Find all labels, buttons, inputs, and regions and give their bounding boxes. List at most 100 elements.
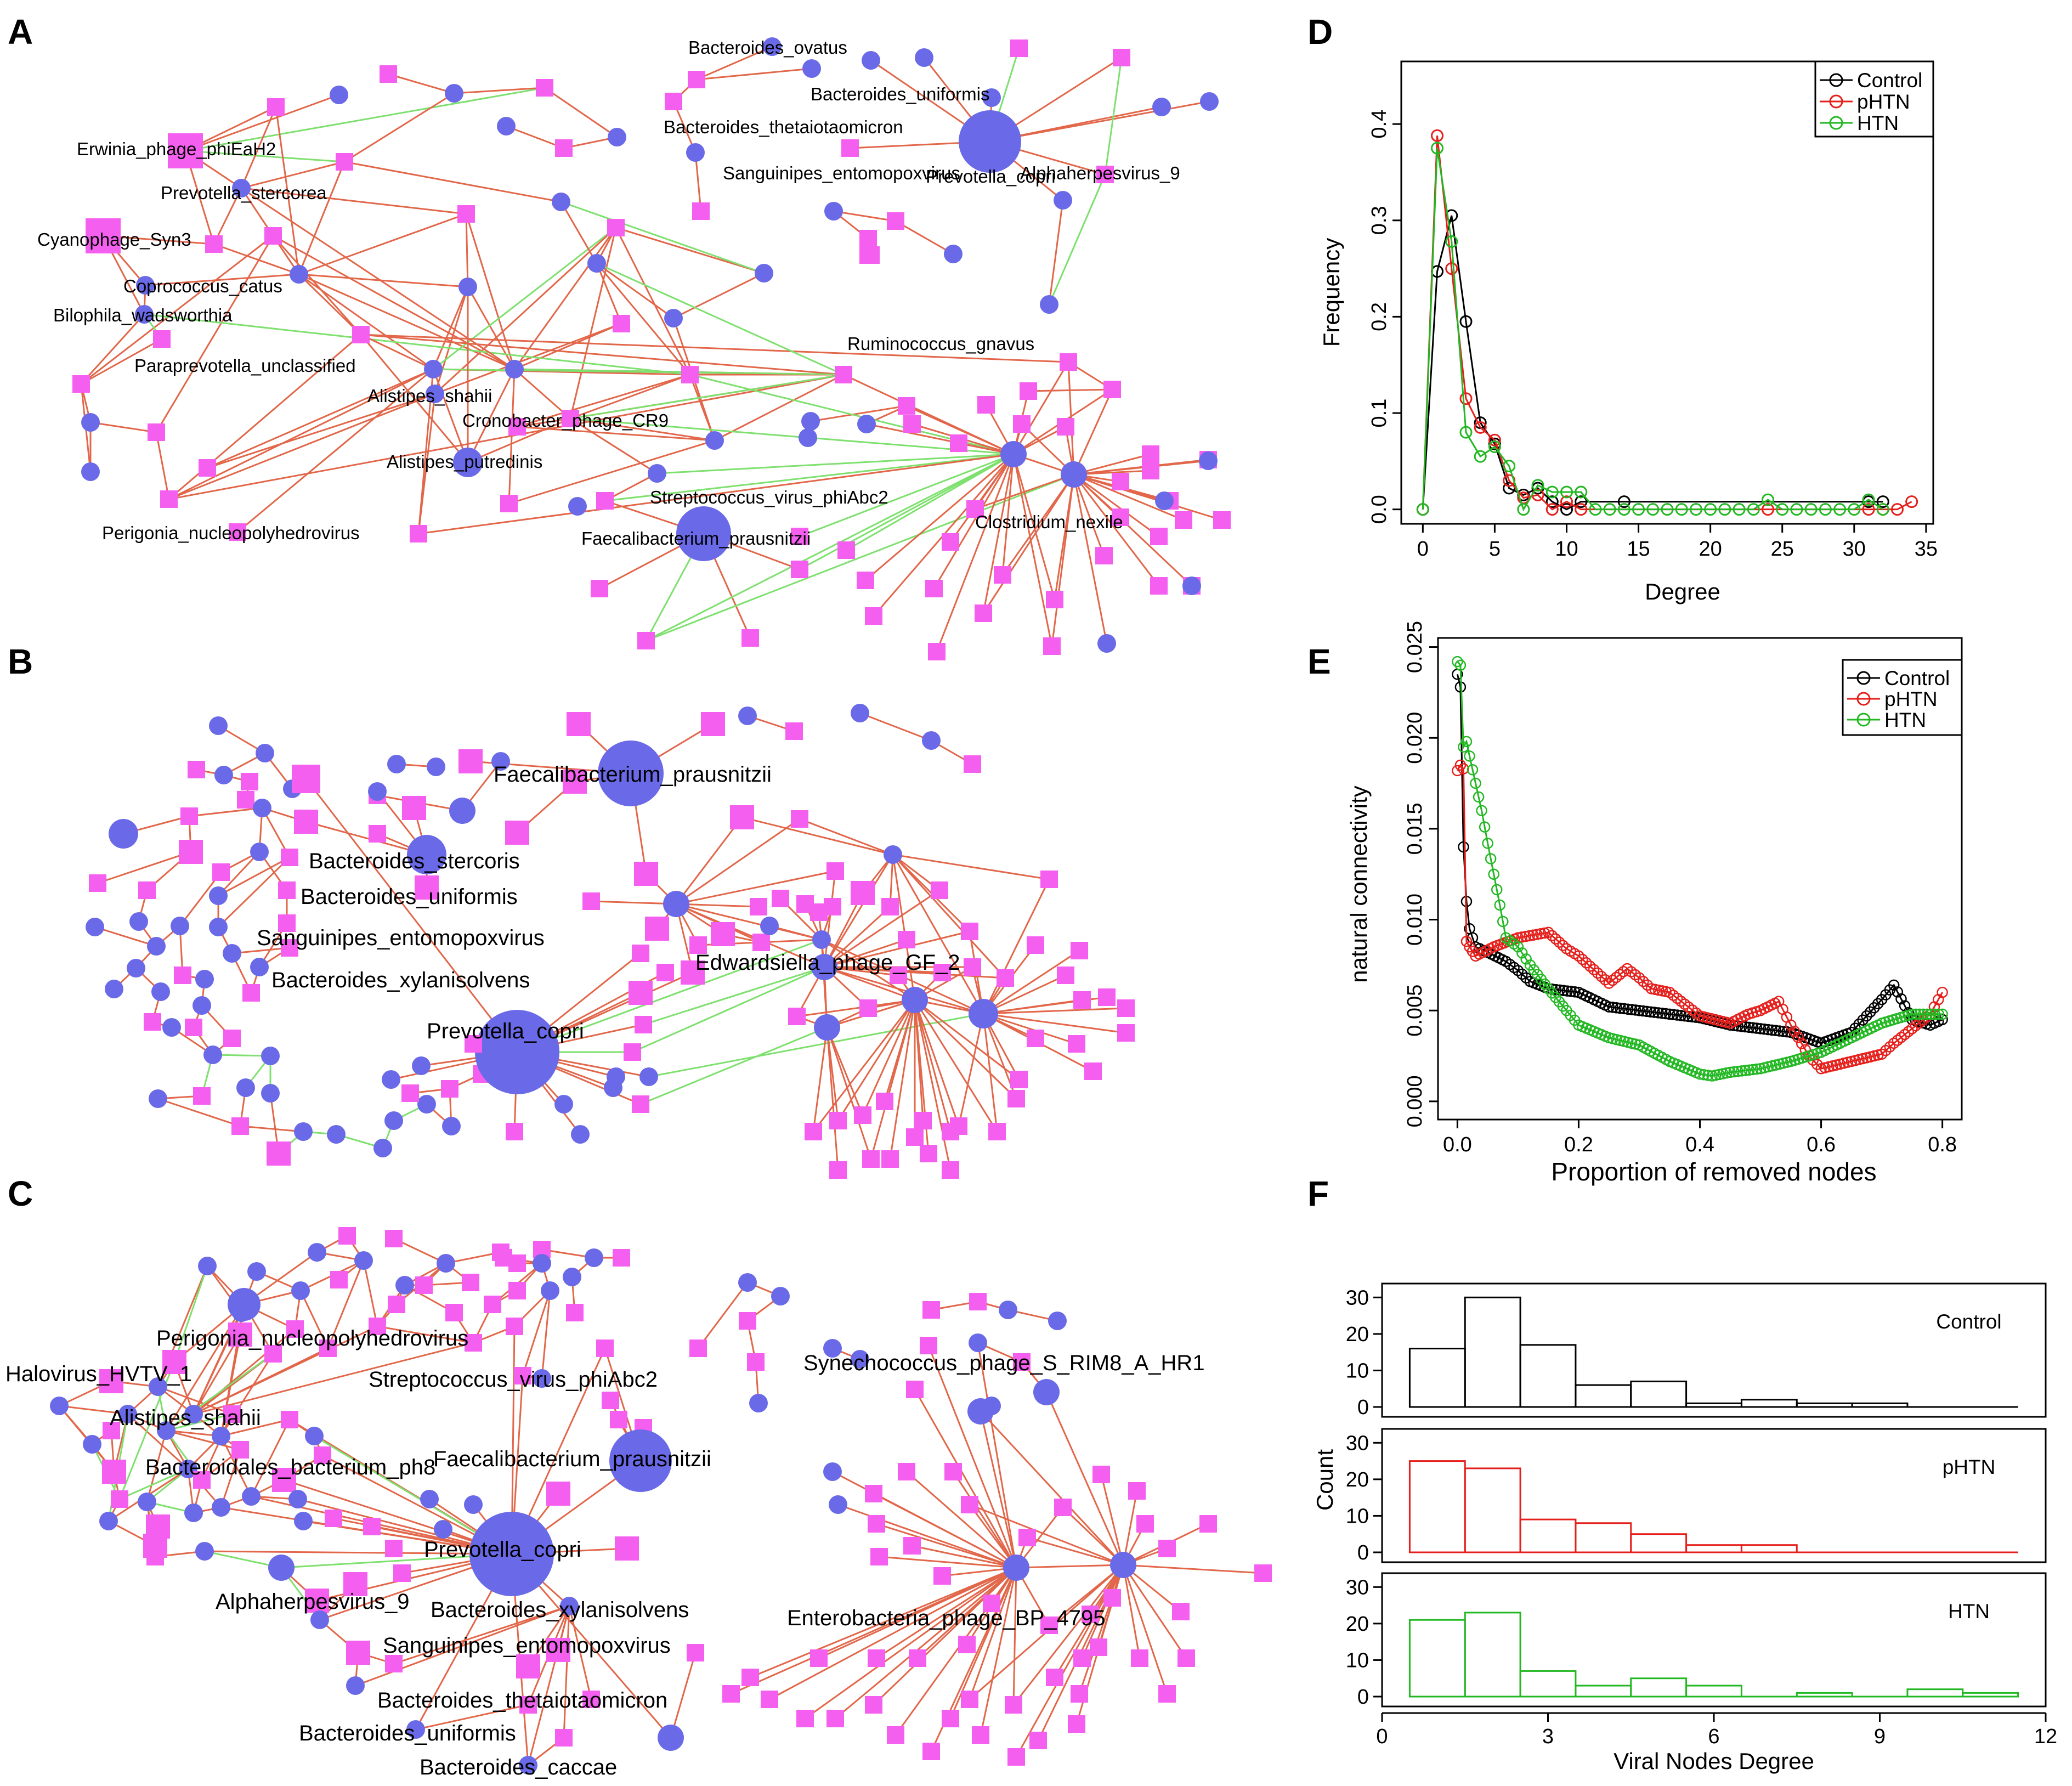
- bacteria-node: [1003, 1555, 1029, 1581]
- y-tick-label: 10: [1346, 1359, 1369, 1382]
- positive-edge: [879, 1556, 1017, 1569]
- node-label: Cronobacter_phage_CR9: [462, 410, 669, 431]
- virus-node: [829, 1161, 847, 1179]
- node-label: Paraprevotella_unclassified: [134, 355, 356, 376]
- virus-node: [305, 1589, 329, 1613]
- data-point: [1762, 493, 1775, 506]
- positive-edge: [168, 368, 434, 500]
- panel-letter-d: D: [1307, 12, 1333, 52]
- positive-edge: [983, 1007, 1126, 1015]
- node-label: Sanguinipes_entomopoxvirus: [257, 926, 545, 950]
- positive-edge: [675, 817, 743, 905]
- x-tick-label: 35: [1915, 538, 1938, 561]
- bacteria-node: [862, 51, 880, 70]
- x-axis-title: Proportion of removed nodes: [1551, 1157, 1876, 1186]
- virus-node: [385, 1230, 403, 1247]
- x-tick-label: 10: [1555, 538, 1578, 561]
- virus-node: [824, 898, 841, 915]
- data-point: [1694, 1068, 1706, 1080]
- virus-node: [241, 773, 258, 790]
- positive-edge: [892, 854, 1050, 880]
- virus-node: [385, 1540, 403, 1557]
- data-point: [1667, 1009, 1679, 1020]
- positive-edge: [80, 313, 145, 385]
- bacteria-node: [1040, 295, 1058, 314]
- bacteria-node: [247, 1262, 266, 1281]
- virus-node: [346, 1641, 370, 1665]
- node-label: Alphaherpesvirus_9: [1020, 163, 1180, 183]
- positive-edge: [168, 374, 844, 500]
- positive-edge: [217, 851, 261, 897]
- bacteria-node: [664, 309, 683, 327]
- positive-edge: [914, 1389, 1017, 1568]
- virus-node: [741, 1669, 759, 1686]
- positive-edge: [563, 1606, 570, 1738]
- y-tick-label: 0.4: [1368, 110, 1391, 139]
- data-point: [1546, 930, 1558, 941]
- data-point: [1539, 927, 1550, 939]
- histogram-bar: [1796, 1692, 1853, 1698]
- positive-edge: [432, 286, 469, 370]
- virus-node: [933, 964, 951, 981]
- data-point: [1869, 1002, 1880, 1014]
- data-point: [1740, 1021, 1751, 1033]
- virus-node: [138, 881, 156, 899]
- bacteria-node: [915, 48, 933, 67]
- y-tick-label: 0: [1357, 1541, 1369, 1564]
- virus-node: [1172, 1603, 1190, 1620]
- y-tick-label: 0.0: [1368, 495, 1391, 524]
- x-tick-label: 6: [1708, 1725, 1719, 1748]
- node-label: Ruminococcus_gnavus: [847, 334, 1034, 354]
- legend-label-control: Control: [1884, 667, 1950, 689]
- histogram-bar: [1685, 1685, 1742, 1698]
- virus-node: [343, 1572, 367, 1596]
- positive-edge: [696, 46, 773, 81]
- y-tick-label: 20: [1346, 1468, 1369, 1491]
- data-point: [1790, 503, 1803, 516]
- positive-edge: [103, 235, 214, 245]
- data-point: [1663, 1008, 1675, 1020]
- positive-edge: [1073, 389, 1113, 475]
- bacteria-node: [50, 1397, 69, 1415]
- virus-node: [1073, 991, 1091, 1009]
- network-b-nodes: [86, 704, 1135, 1179]
- data-point: [1445, 262, 1458, 275]
- y-tick-label: 30: [1346, 1432, 1369, 1455]
- network-panel-b: B Faecalibacterium_prausnitzii Bacteroid…: [8, 642, 1135, 1179]
- positive-edge: [906, 1471, 1017, 1569]
- data-point: [1758, 1023, 1770, 1035]
- virus-node: [689, 936, 707, 954]
- virus-node: [826, 1710, 844, 1727]
- virus-node: [465, 1035, 482, 1053]
- virus-node: [1103, 1589, 1121, 1607]
- virus-node: [338, 1227, 356, 1245]
- data-point: [1689, 503, 1702, 516]
- data-point: [1724, 1066, 1736, 1078]
- data-point: [1675, 503, 1688, 516]
- virus-node: [1071, 942, 1088, 959]
- node-label: Bilophila_wadsworthia: [53, 305, 233, 325]
- positive-edge: [272, 235, 362, 335]
- data-point: [1652, 1007, 1664, 1019]
- data-point: [1876, 503, 1889, 516]
- data-point: [1520, 972, 1532, 984]
- data-point: [1517, 503, 1530, 516]
- bacteria-node: [135, 305, 154, 324]
- node-label: Perigonia_nucleopolyhedrovirus: [102, 523, 360, 543]
- positive-edge: [1001, 454, 1015, 575]
- virus-node: [1112, 473, 1129, 490]
- positive-edge: [936, 454, 1015, 652]
- node-label: Streptococcus_virus_phiAbc2: [650, 487, 888, 507]
- positive-edge: [514, 368, 571, 420]
- data-point: [1503, 460, 1516, 473]
- virus-node: [656, 964, 674, 981]
- data-point: [1910, 1008, 1922, 1020]
- positive-edge: [273, 235, 515, 370]
- bacteria-node: [519, 1756, 537, 1774]
- virus-node: [281, 849, 298, 866]
- positive-edge: [980, 1411, 1017, 1568]
- virus-node: [160, 490, 178, 508]
- bacteria-node: [1110, 1552, 1136, 1578]
- bacteria-node: [1061, 461, 1087, 488]
- positive-edge: [377, 1325, 474, 1344]
